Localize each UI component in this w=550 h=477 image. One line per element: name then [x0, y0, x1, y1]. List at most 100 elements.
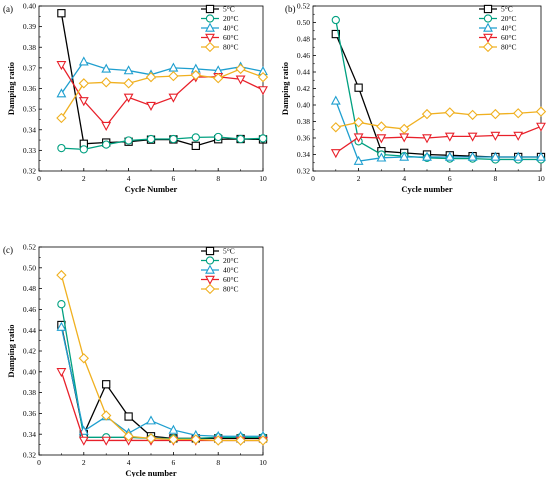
data-point: [490, 131, 501, 141]
y-tick-label: 0.38: [23, 43, 36, 52]
series-5: [330, 106, 547, 135]
y-tick-label: 0.33: [23, 146, 36, 155]
data-point: [467, 151, 478, 161]
data-point: [513, 151, 524, 161]
y-tick-label: 0.34: [23, 430, 36, 439]
series-line: [60, 371, 263, 442]
y-tick-label: 0.46: [297, 51, 310, 60]
legend-entry: 5°C: [501, 5, 513, 14]
data-point: [123, 431, 134, 442]
y-tick-label: 0.42: [23, 347, 36, 356]
data-point: [102, 140, 111, 149]
data-point: [123, 65, 134, 75]
series-line: [60, 274, 263, 442]
data-point: [123, 93, 134, 103]
data-point: [78, 436, 89, 446]
x-tick-label: 0: [311, 174, 315, 183]
y-tick-label: 0.39: [23, 22, 36, 31]
x-tick-label: 8: [494, 174, 498, 183]
data-point: [146, 134, 156, 144]
data-point: [467, 109, 478, 121]
legend-marker: [205, 256, 215, 265]
y-tick-label: 0.50: [23, 263, 36, 272]
data-point: [56, 61, 67, 71]
series-line: [335, 110, 542, 130]
data-point: [330, 95, 341, 105]
legend: 5°C20°C40°C60°C80°C: [201, 4, 239, 53]
data-point: [376, 134, 387, 144]
legend-marker: [204, 283, 216, 295]
y-tick-label: 0.34: [297, 150, 310, 159]
data-point: [376, 121, 387, 132]
y-tick-label: 0.37: [23, 63, 36, 72]
y-tick-label: 0.42: [297, 84, 310, 93]
legend-entry: 40°C: [223, 24, 239, 33]
series-4: [56, 61, 268, 131]
chart-panel-2: (b) 0 2 4 6 8 10 0.32 0.34 0.36 0.38 0.40 0.42 0.44 0.…: [280, 2, 547, 194]
series-line: [335, 125, 542, 154]
legend-marker: [205, 22, 215, 32]
legend-marker: [205, 4, 215, 14]
panel-label: (a): [3, 4, 13, 14]
legend-entry: 20°C: [223, 14, 239, 23]
data-point: [56, 269, 67, 281]
x-tick-label: 4: [402, 174, 406, 183]
x-tick-label: 0: [37, 458, 41, 467]
data-point: [490, 108, 501, 120]
data-point: [257, 71, 269, 83]
data-point: [331, 29, 340, 39]
series-line: [61, 136, 264, 150]
data-point: [57, 300, 66, 309]
legend-marker: [204, 41, 216, 53]
data-point: [536, 151, 546, 161]
x-axis-title: Cycle Number: [125, 184, 178, 194]
y-tick-label: 0.35: [23, 105, 36, 114]
data-point: [145, 433, 157, 444]
legend-entry: 5°C: [223, 247, 235, 256]
data-point: [101, 77, 112, 88]
data-point: [56, 368, 67, 378]
data-point: [513, 131, 524, 141]
legend-marker: [483, 33, 493, 43]
legend-marker: [205, 33, 215, 43]
data-point: [124, 412, 133, 421]
data-point: [490, 151, 501, 161]
data-point: [422, 134, 432, 144]
data-point: [235, 75, 246, 85]
chart-panel-3: (c) 0 2 4 6 8 10 0.32 0.34 0.36 0.38 0.40 0.42 0.44 0.…: [3, 243, 269, 477]
x-tick-label: 10: [537, 174, 545, 183]
legend-entry: 60°C: [223, 33, 239, 42]
x-tick-label: 2: [82, 458, 86, 467]
data-point: [257, 435, 269, 446]
panel-label: (c): [3, 245, 13, 255]
y-tick-label: 0.48: [23, 284, 36, 293]
data-point: [444, 132, 455, 142]
data-point: [258, 134, 268, 143]
data-point: [168, 93, 179, 103]
legend-entry: 20°C: [223, 256, 239, 265]
panel-label: (b): [285, 4, 296, 14]
data-point: [258, 86, 268, 96]
y-tick-label: 0.36: [297, 134, 310, 143]
series-line: [335, 33, 541, 158]
series-line: [60, 68, 264, 119]
y-tick-label: 0.38: [297, 117, 310, 126]
data-point: [190, 434, 201, 445]
legend-marker: [205, 264, 215, 274]
x-tick-label: 8: [216, 174, 220, 183]
data-point: [513, 108, 524, 119]
y-tick-label: 0.48: [297, 35, 310, 44]
data-point: [330, 122, 341, 133]
data-point: [56, 321, 67, 331]
y-tick-label: 0.40: [23, 2, 36, 11]
data-point: [168, 70, 179, 82]
legend-entry: 80°C: [223, 285, 239, 294]
legend-marker: [483, 22, 493, 32]
y-tick-label: 0.40: [23, 367, 36, 376]
data-point: [422, 151, 432, 161]
x-tick-label: 2: [357, 174, 361, 183]
y-tick-label: 0.52: [297, 2, 310, 11]
legend-marker: [205, 246, 215, 256]
x-tick-label: 6: [172, 458, 176, 467]
x-tick-label: 0: [37, 174, 41, 183]
